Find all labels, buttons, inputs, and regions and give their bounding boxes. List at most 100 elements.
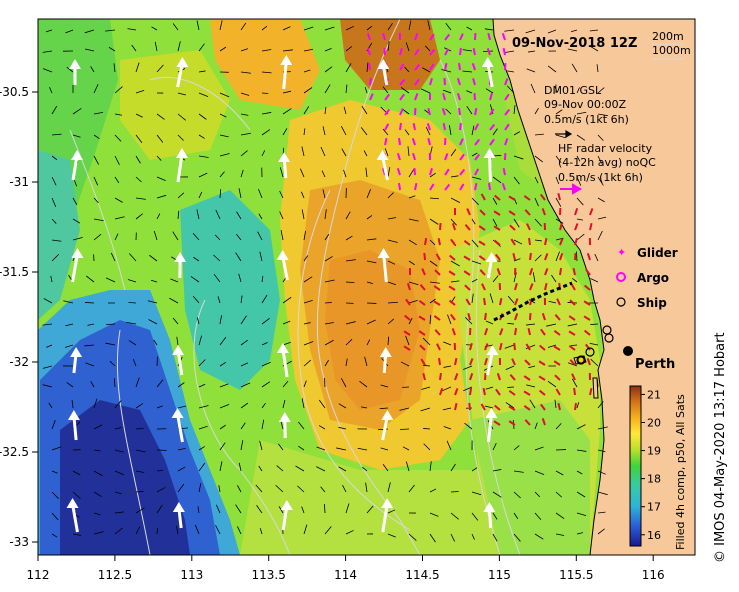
current-vector [87,323,95,326]
current-vector [42,384,53,388]
current-vector [471,176,482,180]
hf-scale-arrow [560,183,583,195]
current-vector [594,253,599,262]
current-vector [177,113,186,121]
current-vector [387,41,390,52]
current-vector [282,296,292,304]
current-vector [198,191,203,199]
current-vector [321,170,326,178]
current-vector [424,45,431,52]
current-vector [380,384,389,388]
glider-vector [474,153,481,161]
current-vector [240,22,247,31]
current-vector [282,90,292,94]
current-vector [450,197,461,203]
current-vector [156,155,162,161]
current-vector [42,323,53,326]
legend-argo-label: Argo [637,271,669,285]
glider-vector [487,182,491,191]
glider-vector [398,182,401,191]
radar-vector [481,283,486,291]
current-vector [301,398,305,409]
current-vector [576,218,584,221]
radar-vector [494,404,501,411]
current-vector [51,176,57,186]
current-vector [387,22,393,31]
current-vector [84,48,95,52]
current-arrow [278,412,291,439]
radar-vector [573,387,576,396]
current-vector [261,275,264,283]
legend-glider-label: Glider [637,246,678,260]
current-vector [408,533,417,541]
current-arrow [483,148,496,183]
current-vector [408,484,415,493]
glider-vector [473,92,476,101]
current-vector [219,20,223,31]
current-vector [240,150,248,157]
radar-vector [494,194,501,201]
current-vector [345,259,356,262]
current-vector [135,526,141,535]
garden-island [592,377,599,399]
current-vector [322,189,326,199]
current-vector [303,69,311,73]
radar-vector [405,298,411,306]
current-vector [72,470,81,476]
current-vector [135,197,146,200]
current-vector [177,210,180,220]
current-vector [153,230,158,241]
radar-vector [569,299,576,306]
radar-vector [568,330,576,336]
current-vector [172,317,179,325]
current-vector [240,113,249,116]
current-vector [51,239,62,242]
current-vector [492,533,498,542]
current-vector [576,512,587,516]
current-vector [555,533,565,536]
radar-vector [464,224,471,231]
radar-vector [586,358,591,366]
current-arrow [377,59,390,86]
current-vector [443,426,452,430]
current-vector [106,323,116,326]
current-arrow [69,59,81,85]
radar-vector [419,344,426,351]
x-tick-label: 113.5 [252,568,286,582]
current-vector [135,507,145,514]
radar-vector [523,390,531,396]
current-vector [338,426,347,430]
current-vector [156,469,164,472]
current-vector [463,365,473,370]
radar-vector [544,253,549,261]
current-vector [303,322,311,325]
current-vector [429,281,440,284]
current-vector [238,462,242,472]
current-vector [345,235,353,241]
current-vector [42,365,53,369]
current-vector [156,527,159,535]
radar-vector [571,373,576,381]
current-vector [466,26,473,31]
current-arrow [70,150,83,181]
current-vector [320,146,326,157]
glider-vector [474,182,478,191]
current-vector [198,405,209,409]
current-arrow [381,498,394,533]
current-vector [66,382,74,388]
current-vector [441,69,452,73]
glider-vector [456,78,461,86]
current-vector [135,403,144,409]
current-vector [114,176,120,184]
current-vector [93,233,102,241]
current-vector [114,527,123,535]
current-vector [366,319,376,325]
colorbar-tick-label: 21 [647,388,661,401]
current-vector [135,89,145,94]
current-vector [261,150,266,157]
current-vector [555,218,564,224]
radar-vector [478,240,486,246]
current-vector [442,89,452,94]
radar-vector [589,208,594,216]
